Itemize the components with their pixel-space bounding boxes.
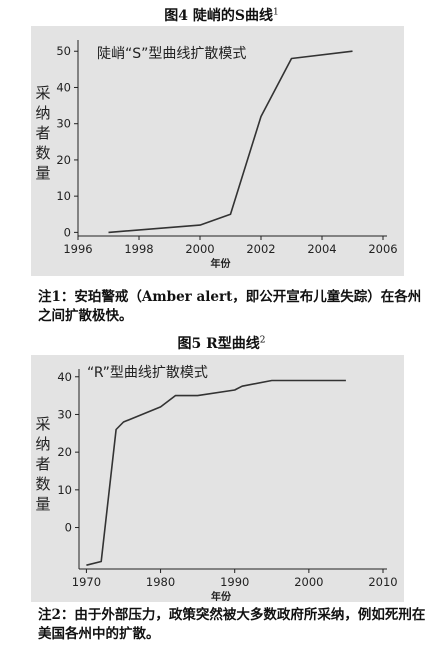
figure4-y-axis-label: 采纳者数量 bbox=[35, 84, 50, 182]
figure4-x-tick-label: 2000 bbox=[185, 242, 214, 256]
figure5-title-sup: 2 bbox=[259, 335, 266, 346]
figure5-x-axis-label: 年份 bbox=[211, 590, 232, 602]
figure4-x-tick-label: 2006 bbox=[368, 242, 397, 256]
figure4-y-tick-label: 50 bbox=[56, 44, 71, 58]
figure5-x-tick-label: 1980 bbox=[146, 575, 175, 589]
figure5-x-tick-label: 2000 bbox=[294, 575, 323, 589]
figure5-y-axis-label: 采纳者数量 bbox=[35, 415, 50, 513]
figure5-y-tick-label: 10 bbox=[57, 483, 72, 497]
figure4-title-text: 图4 陡峭的S曲线 bbox=[164, 8, 273, 24]
figure4-x-tick-label: 2004 bbox=[307, 242, 336, 256]
figure5-series-line bbox=[86, 379, 346, 566]
figure4-y-tick-label: 20 bbox=[56, 153, 71, 167]
figure5-title-text: 图5 R型曲线 bbox=[177, 336, 260, 352]
figure4-plot-area: 0 10 20 30 40 50 1996 1998 2000 2002 2004 2006 采纳者数量… bbox=[31, 26, 404, 276]
figure5-plot-area: 0 10 20 30 40 1970 1980 1990 2000 2010 采纳者数量年份 “R”型… bbox=[31, 355, 404, 602]
figure5-x-tick-label: 1990 bbox=[220, 575, 249, 589]
figure4-x-tick-label: 1998 bbox=[124, 242, 153, 256]
figure4-x-tick-label: 1996 bbox=[63, 242, 92, 256]
figure5-x-tick-label: 1970 bbox=[72, 575, 101, 589]
figure4-x-tick-label: 2002 bbox=[246, 242, 275, 256]
figure4-y-tick-label: 40 bbox=[56, 80, 71, 94]
figure4-x-axis-label: 年份 bbox=[211, 257, 232, 270]
figure4-series-line bbox=[108, 50, 353, 234]
figure4-y-tick-label: 10 bbox=[56, 189, 71, 203]
figure4-note: 注1：安珀警戒（Amber alert，即公开宣布儿童失踪）在各州之间扩散极快。 bbox=[38, 289, 422, 324]
figure4-chart: 0 10 20 30 40 50 1996 1998 2000 2002 2004 2006 采纳者数量… bbox=[35, 40, 398, 270]
figure5-title: 图5 R型曲线2 bbox=[0, 333, 443, 353]
figure5-y-tick-label: 30 bbox=[57, 407, 72, 421]
figure5-y-tick-label: 0 bbox=[65, 521, 72, 535]
figure5-y-tick-label: 20 bbox=[57, 445, 72, 459]
figure5-annotation: “R”型曲线扩散模式 bbox=[87, 365, 208, 381]
figure4-annotation: 陡峭“S”型曲线扩散模式 bbox=[97, 46, 246, 62]
figure4-title: 图4 陡峭的S曲线1 bbox=[0, 5, 443, 25]
figure5-y-tick-label: 40 bbox=[57, 370, 72, 384]
figure4-title-sup: 1 bbox=[273, 7, 279, 18]
figure4-y-tick-label: 30 bbox=[56, 117, 71, 131]
figure5-x-tick-label: 2010 bbox=[368, 575, 397, 589]
figure5-note: 注2：由于外部压力，政策突然被大多数政府所采纳，例如死刑在美国各州中的扩散。 bbox=[38, 607, 426, 642]
figure4-y-tick-label: 0 bbox=[64, 225, 71, 239]
